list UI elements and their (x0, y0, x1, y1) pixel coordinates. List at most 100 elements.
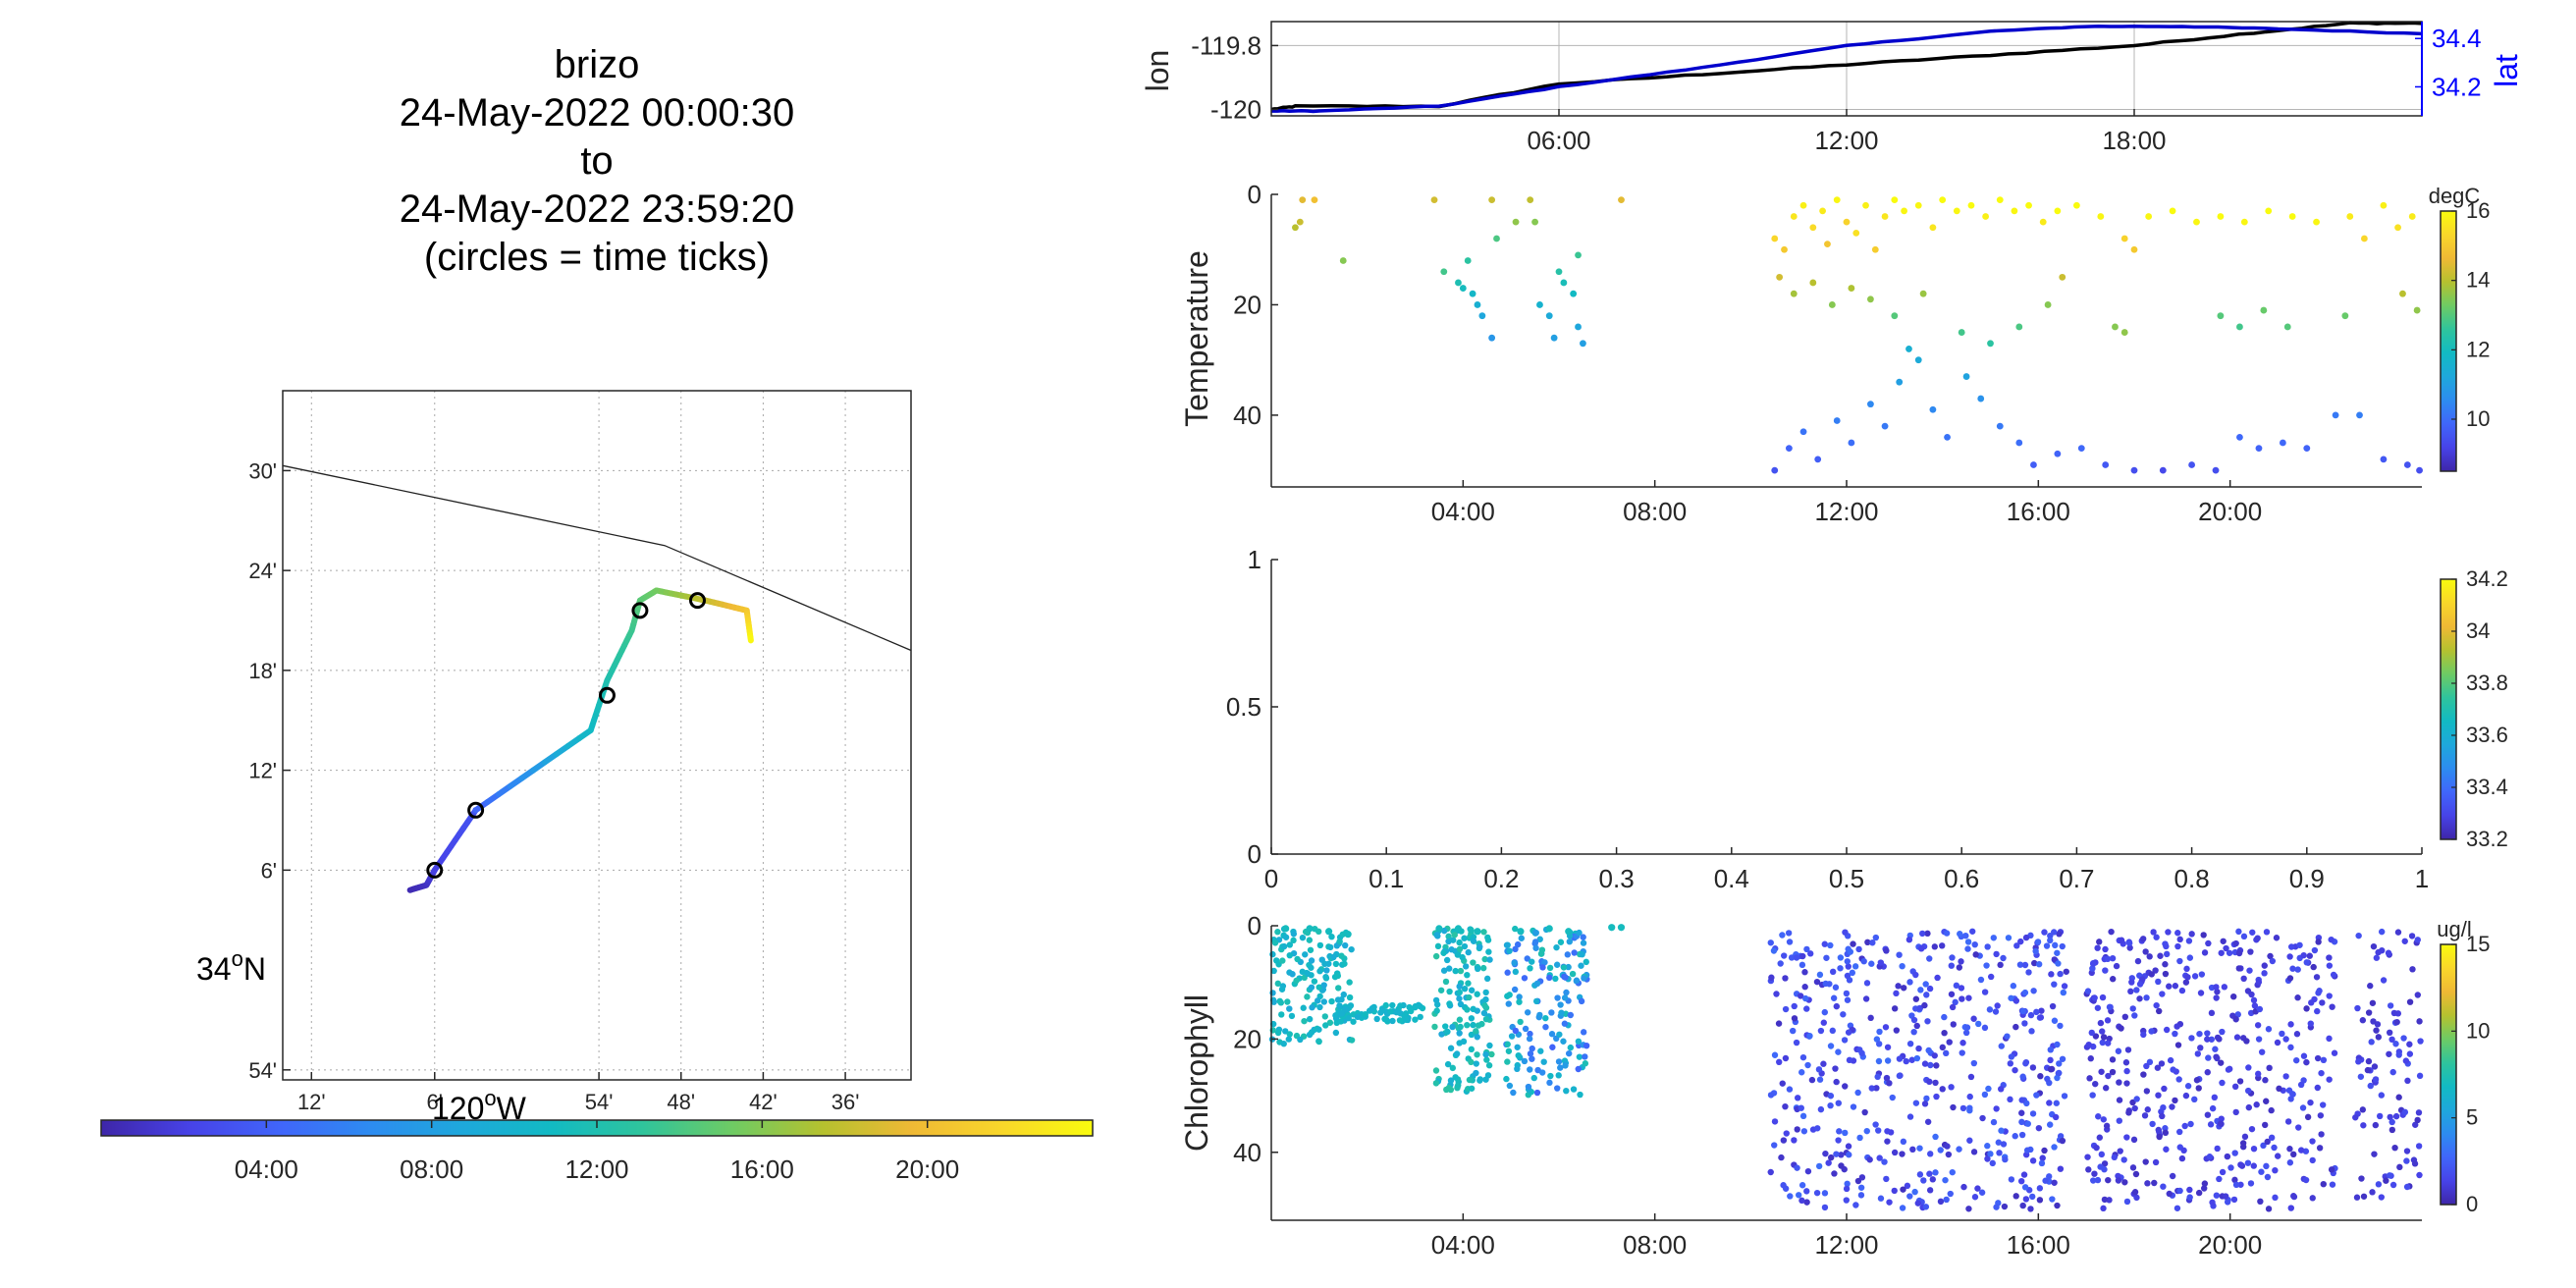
data-point (1978, 1189, 1986, 1196)
data-point (1307, 946, 1315, 953)
data-point (1767, 939, 1774, 946)
data-point (2039, 1154, 2046, 1161)
data-point (1469, 290, 1476, 297)
data-point (1891, 1005, 1899, 1012)
data-point (2224, 1199, 2231, 1206)
time-colorbar-ticks: 04:00 08:00 12:00 16:00 20:00 (235, 1120, 959, 1184)
data-point (1466, 1076, 1474, 1084)
data-point (2392, 1041, 2399, 1047)
data-point (1517, 928, 1525, 936)
data-point (1804, 1061, 1811, 1069)
data-point (1279, 957, 1286, 964)
data-point (2414, 992, 2422, 998)
colorbar-tick-label: 16 (2466, 198, 2490, 223)
data-point (1308, 957, 1315, 964)
data-point (2378, 1194, 2385, 1201)
data-point (2380, 201, 2388, 209)
data-point (2356, 411, 2363, 419)
data-point (2157, 952, 2164, 959)
data-point (1829, 968, 1837, 976)
data-point (2221, 984, 2228, 991)
data-point (2094, 1176, 2102, 1184)
data-point (1838, 1162, 1845, 1169)
data-point (2102, 967, 2109, 974)
data-point (2266, 1064, 2273, 1072)
data-point (2354, 1004, 2361, 1012)
data-point (2046, 1173, 2053, 1180)
data-point (1893, 1027, 1901, 1034)
data-point (1829, 1027, 1836, 1035)
data-point (2296, 941, 2303, 948)
data-point (1895, 983, 1902, 990)
data-point (2403, 1183, 2411, 1191)
salinity-colorbar: 33.2 33.4 33.6 33.8 34 34.2 (2440, 566, 2508, 851)
data-point (1582, 1053, 1588, 1060)
data-point (1578, 997, 1585, 1005)
data-point (1444, 1060, 1452, 1068)
lonlat-lines (1270, 21, 2423, 114)
data-point (2232, 939, 2239, 947)
data-point (2213, 1053, 2220, 1060)
title-line-3: to (580, 139, 613, 183)
data-point (2367, 983, 2374, 990)
data-point (1284, 998, 1291, 1005)
colorbar-bar (2440, 210, 2457, 472)
data-point (2019, 1202, 2026, 1209)
data-point (1997, 961, 2004, 969)
data-point (1985, 1085, 1992, 1093)
data-point (2231, 1083, 2239, 1091)
map-y-tick-label: 18' (248, 659, 277, 683)
lonlat-x-tick-label: 06:00 (1527, 126, 1590, 155)
figure-title: brizo 24-May-2022 00:00:30 to 24-May-202… (400, 43, 795, 279)
data-point (2061, 1093, 2068, 1100)
data-point (2392, 1112, 2400, 1120)
data-point (2213, 984, 2220, 991)
data-point (2056, 1060, 2063, 1067)
data-point (2165, 929, 2172, 936)
data-point (2290, 1151, 2297, 1158)
data-point (1461, 985, 1469, 993)
data-point (1334, 972, 1342, 980)
data-point (2001, 1203, 2009, 1210)
coastline (282, 464, 912, 652)
data-point (1466, 993, 1473, 1001)
chlorophyll-panel: 04:00 08:00 12:00 16:00 20:00 0 20 40 Chlorophy… (1179, 911, 2490, 1260)
data-point (2104, 1017, 2112, 1024)
data-point (1381, 1015, 1388, 1023)
data-point (1918, 930, 1926, 938)
data-point (1896, 951, 1903, 958)
time-colorbar-label: 20:00 (895, 1154, 959, 1184)
data-point (2329, 1181, 2336, 1188)
data-point (2140, 1071, 2147, 1078)
data-point (1821, 1008, 1828, 1016)
data-point (1304, 970, 1312, 978)
data-point (2244, 988, 2252, 994)
data-point (1545, 312, 1553, 320)
data-point (1293, 977, 1300, 985)
data-point (1412, 1003, 1419, 1011)
data-point (1927, 1061, 1934, 1069)
colorbar-tick-label: 34.2 (2466, 566, 2508, 591)
data-point (2186, 1194, 2193, 1201)
data-point (1312, 925, 1318, 933)
data-point (1849, 969, 1856, 977)
data-point (2262, 1077, 2269, 1084)
data-point (1883, 1175, 1890, 1183)
data-point (1970, 1015, 1977, 1022)
data-point (2274, 1039, 2281, 1046)
data-point (2054, 450, 2062, 457)
data-point (1990, 1118, 1998, 1126)
data-point (1446, 1000, 1453, 1007)
data-point (1452, 1074, 1459, 1081)
data-point (1330, 953, 1337, 961)
data-point (1438, 1031, 1445, 1038)
data-point (2388, 1126, 2396, 1134)
data-point (2306, 952, 2314, 959)
data-point (2126, 944, 2133, 951)
panel-y-tick-label: 20 (1233, 290, 1261, 319)
data-point (2208, 1009, 2216, 1017)
lon-lat-panel: 06:00 12:00 18:00 -120 -119.8 34.2 34.4 lon la… (1140, 21, 2524, 155)
data-point (2148, 971, 2155, 978)
data-point (1445, 1084, 1453, 1092)
chlorophyll-axis-label: Chlorophyll (1179, 994, 1214, 1152)
